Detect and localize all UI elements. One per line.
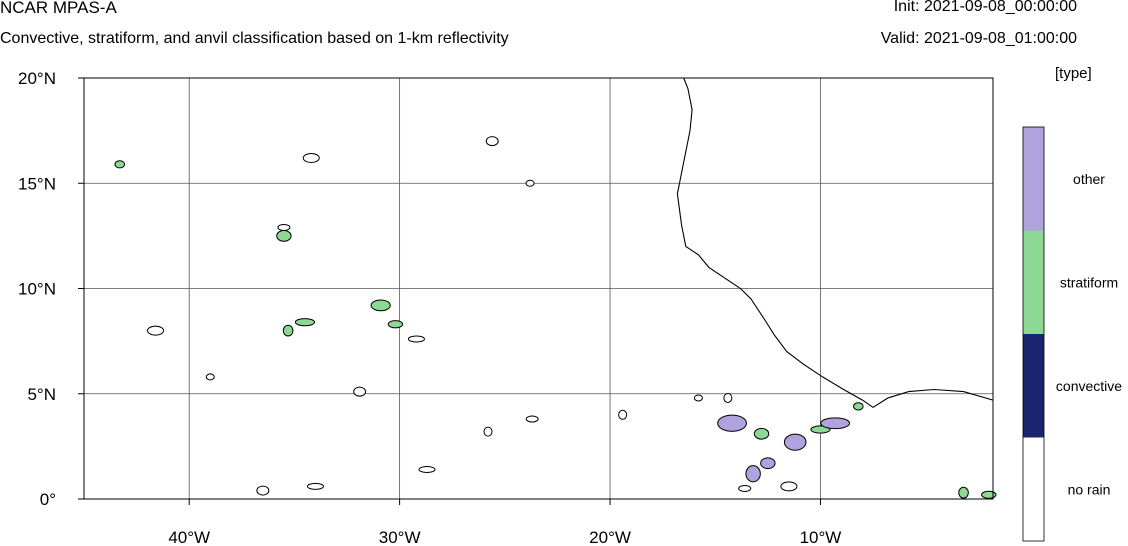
colorbar-label: convective — [1056, 378, 1122, 394]
precip-cell-no-rain — [353, 386, 367, 397]
colorbar-label: no rain — [1068, 481, 1111, 497]
precip-cell-other — [745, 465, 761, 483]
precip-cell-no-rain — [277, 223, 291, 231]
precip-cell-no-rain — [418, 466, 436, 474]
colorbar-swatch — [1023, 230, 1044, 334]
precip-cell-stratiform — [276, 229, 292, 242]
colorbar-swatch — [1023, 334, 1044, 438]
coastline-layer — [676, 77, 994, 409]
precip-cell-other — [717, 414, 747, 432]
precip-cell-stratiform — [853, 402, 864, 411]
y-tick-label: 10°N — [18, 280, 56, 299]
precip-cell-no-rain — [485, 136, 499, 147]
x-tick-label: 10°W — [800, 528, 842, 546]
precip-cell-no-rain — [693, 394, 703, 402]
precip-cell-stratiform — [370, 299, 391, 312]
colorbar: other stratiform convective no rain — [1022, 126, 1122, 542]
colorbar-label: other — [1073, 171, 1105, 187]
y-axis: 0° 5°N 10°N 15°N 20°N — [18, 69, 84, 509]
colorbar-frame — [1022, 126, 1045, 542]
precip-cell-stratiform — [282, 324, 294, 337]
precip-cell-no-rain — [525, 415, 539, 423]
precip-cells — [114, 136, 997, 499]
precip-cell-stratiform — [387, 320, 404, 329]
precip-cell-no-rain — [618, 409, 628, 420]
precip-cell-no-rain — [147, 325, 165, 336]
precip-cell-no-rain — [407, 335, 425, 343]
x-axis: 40°W 30°W 20°W 10°W — [168, 499, 841, 546]
precip-cell-no-rain — [525, 179, 535, 187]
x-tick-label: 30°W — [379, 528, 421, 546]
precip-cell-other — [760, 457, 776, 470]
precip-cell-other — [783, 433, 807, 451]
precip-cell-no-rain — [256, 485, 270, 496]
x-tick-label: 20°W — [589, 528, 631, 546]
precip-cell-no-rain — [738, 484, 752, 492]
precip-cell-no-rain — [483, 426, 493, 437]
precip-cell-other — [820, 417, 851, 430]
chart-subtitle: Convective, stratiform, and anvil classi… — [0, 30, 509, 47]
precip-cell-no-rain — [723, 392, 733, 403]
precip-cell-stratiform — [981, 490, 997, 499]
precip-cell-stratiform — [958, 486, 969, 499]
init-time: Init: 2021-09-08_00:00:00 — [893, 0, 1077, 15]
gridlines — [84, 77, 993, 500]
precip-cell-no-rain — [302, 152, 320, 163]
colorbar-label: stratiform — [1060, 274, 1118, 290]
colorbar-unit: [type] — [1055, 65, 1092, 82]
precip-cell-stratiform — [114, 160, 126, 169]
y-tick-label: 0° — [40, 490, 56, 509]
x-tick-label: 40°W — [168, 528, 210, 546]
precip-cell-no-rain — [306, 482, 324, 490]
coastline — [676, 77, 994, 409]
colorbar-swatch — [1023, 437, 1044, 541]
colorbar-swatch — [1023, 127, 1044, 231]
precip-cell-stratiform — [294, 318, 316, 327]
y-tick-label: 15°N — [18, 174, 56, 193]
y-tick-label: 5°N — [27, 385, 56, 404]
precip-cell-stratiform — [810, 425, 831, 434]
precip-cell-no-rain — [780, 481, 798, 492]
chart-title: NCAR MPAS-A — [0, 0, 117, 17]
y-tick-label: 20°N — [18, 69, 56, 88]
precip-cell-stratiform — [753, 427, 770, 440]
precip-cell-no-rain — [205, 373, 215, 381]
valid-time: Valid: 2021-09-08_01:00:00 — [880, 30, 1077, 47]
